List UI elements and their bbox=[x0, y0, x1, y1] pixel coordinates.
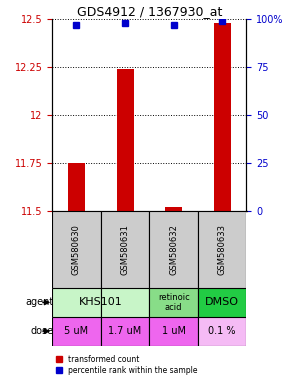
Bar bbox=[101, 288, 149, 317]
Bar bbox=[52, 211, 101, 288]
Text: 0.1 %: 0.1 % bbox=[209, 326, 236, 336]
Text: KHS101: KHS101 bbox=[79, 297, 123, 308]
Bar bbox=[117, 69, 134, 211]
Title: GDS4912 / 1367930_at: GDS4912 / 1367930_at bbox=[77, 5, 222, 18]
Bar bbox=[149, 317, 198, 346]
Bar bbox=[101, 211, 149, 288]
Text: 1 uM: 1 uM bbox=[162, 326, 186, 336]
Text: dose: dose bbox=[30, 326, 53, 336]
Bar bbox=[198, 211, 246, 288]
Bar bbox=[149, 288, 198, 317]
Text: retinoic
acid: retinoic acid bbox=[158, 293, 189, 312]
Bar bbox=[214, 23, 231, 211]
Bar bbox=[68, 163, 85, 211]
Bar bbox=[198, 317, 246, 346]
Text: 1.7 uM: 1.7 uM bbox=[108, 326, 142, 336]
Text: GSM580631: GSM580631 bbox=[121, 224, 130, 275]
Text: agent: agent bbox=[25, 297, 53, 308]
Bar bbox=[101, 317, 149, 346]
Bar bbox=[165, 207, 182, 211]
Bar bbox=[149, 211, 198, 288]
Bar bbox=[52, 317, 101, 346]
Text: GSM580630: GSM580630 bbox=[72, 224, 81, 275]
Text: DMSO: DMSO bbox=[205, 297, 239, 308]
Text: GSM580632: GSM580632 bbox=[169, 224, 178, 275]
Text: 5 uM: 5 uM bbox=[64, 326, 88, 336]
Legend: transformed count, percentile rank within the sample: transformed count, percentile rank withi… bbox=[56, 355, 198, 375]
Bar bbox=[198, 288, 246, 317]
Text: GSM580633: GSM580633 bbox=[218, 224, 227, 275]
Bar bbox=[52, 288, 101, 317]
